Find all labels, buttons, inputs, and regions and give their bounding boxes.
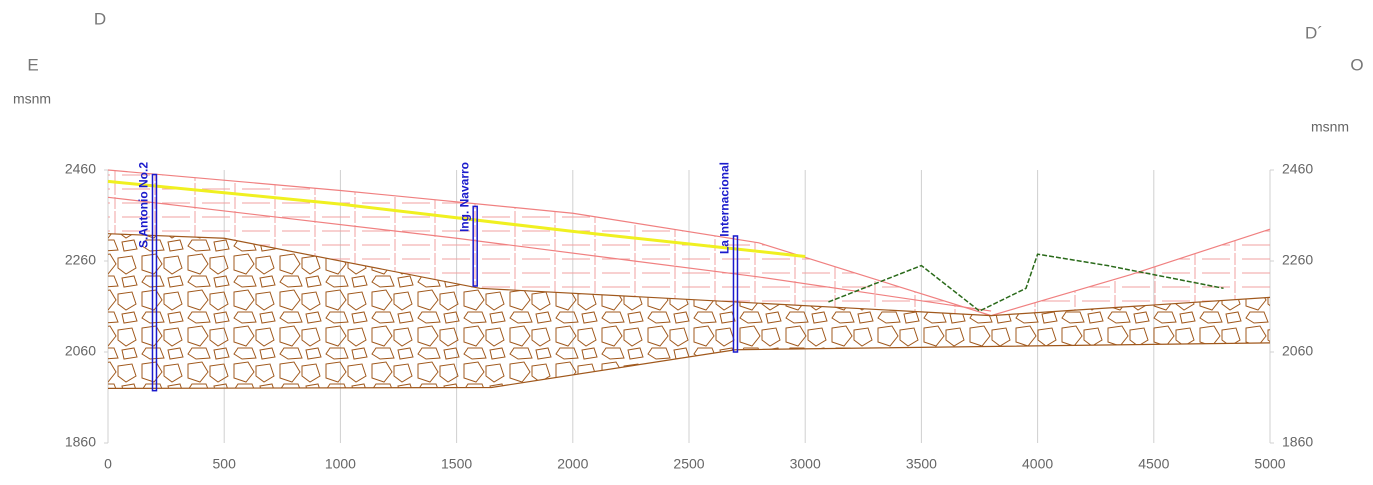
x-tick-label: 500 [213,456,237,472]
x-tick-label: 1500 [441,456,472,472]
well-label: Ing. Navarro [457,162,471,232]
x-tick-label: 1000 [325,456,356,472]
x-tick-label: 2500 [673,456,704,472]
x-tick-label: 2000 [557,456,588,472]
x-tick-label: 3500 [906,456,937,472]
x-tick-label: 3000 [790,456,821,472]
y2-axis-label: msnm [1311,119,1349,135]
direction-label: E [27,55,38,74]
y-tick-label: 2260 [65,252,96,268]
corner-label: D [94,9,106,28]
y-tick-label: 2060 [65,343,96,359]
direction-label: O [1350,55,1363,74]
chart: D D´ E O msnm msnm 0 500 1000 1500 2000 2500 3… [0,0,1373,485]
x-tick-label: 5000 [1254,456,1285,472]
x-tick-label: 4500 [1138,456,1169,472]
y2-tick-label: 2060 [1282,343,1313,359]
x-tick-label: 0 [104,456,112,472]
well-label: S.Antonio No.2 [137,162,151,248]
corner-label: D´ [1305,23,1323,42]
y2-tick-label: 2460 [1282,161,1313,177]
y2-tick-label: 2260 [1282,252,1313,268]
x-tick-label: 4000 [1022,456,1053,472]
page: {"chart_data": {"type": "cross-section",… [0,0,1373,485]
y-tick-label: 1860 [65,434,96,450]
y-tick-label: 2460 [65,161,96,177]
y-axis-label: msnm [13,91,51,107]
well-label: La Internacional [718,162,732,254]
y2-tick-label: 1860 [1282,434,1313,450]
